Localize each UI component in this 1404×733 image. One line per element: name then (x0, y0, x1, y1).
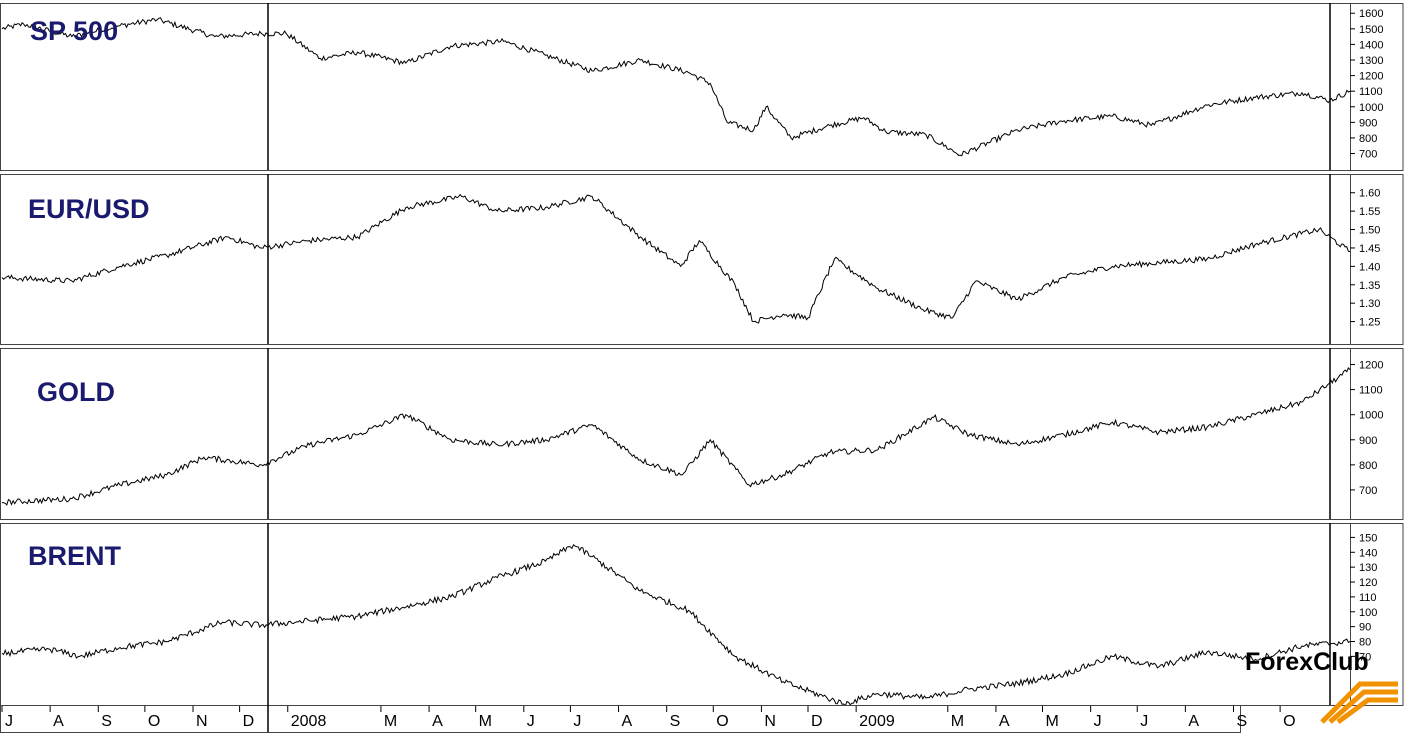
x-tick-label: M (384, 713, 397, 730)
y-tick-label: 1100 (1359, 385, 1383, 397)
x-tick-label: A (432, 713, 443, 730)
panel-title: EUR/USD (28, 194, 150, 224)
y-tick-label: 900 (1359, 435, 1377, 447)
y-tick-label: 1600 (1359, 8, 1383, 20)
y-tick-label: 700 (1359, 149, 1377, 161)
x-tick-label: J (527, 713, 535, 730)
x-tick-label: O (148, 713, 160, 730)
y-tick-label: 1500 (1359, 24, 1383, 36)
series-line (1, 366, 1351, 506)
x-tick-label: J (1140, 713, 1148, 730)
y-tick-label: 1100 (1359, 86, 1383, 98)
y-tick-label: 1.50 (1359, 225, 1380, 237)
series-line (1, 544, 1351, 707)
chart-panel: 700 800 900 1000 1100 1200 1300 1400 1500 1600 SP … (0, 3, 1404, 171)
y-tick-label: 70 (1359, 651, 1371, 663)
y-tick-label: 1000 (1359, 410, 1383, 422)
y-tick-label: 700 (1359, 485, 1377, 497)
y-tick-label: 1.40 (1359, 261, 1380, 273)
logo-stripes-icon (1320, 681, 1398, 725)
x-tick-label: M (1046, 713, 1059, 730)
logo-text: ForexClub (1245, 648, 1369, 676)
y-tick-label: 80 (1359, 637, 1371, 649)
x-tick-label: S (670, 713, 681, 730)
panel-title: GOLD (37, 377, 115, 407)
x-tick-label: J (1094, 713, 1102, 730)
y-tick-label: 1200 (1359, 71, 1383, 83)
panel-frame (0, 348, 1404, 520)
y-tick-label: 100 (1359, 607, 1377, 619)
x-tick-label: 2009 (859, 713, 895, 730)
chart-panel: 1.25 1.30 1.35 1.40 1.45 1.50 1.55 1.60 EUR/USD (0, 174, 1404, 345)
y-tick-label: 1200 (1359, 360, 1383, 372)
y-tick-label: 120 (1359, 577, 1377, 589)
x-tick-label: N (764, 713, 776, 730)
x-tick-label: O (1283, 713, 1295, 730)
y-tick-label: 150 (1359, 532, 1377, 544)
x-tick-label: A (1188, 713, 1199, 730)
x-tick-label: O (716, 713, 728, 730)
x-tick-label: M (479, 713, 492, 730)
y-tick-label: 130 (1359, 562, 1377, 574)
series-line (1, 17, 1351, 157)
y-tick-label: 110 (1359, 592, 1377, 604)
x-tick-label: A (999, 713, 1010, 730)
y-tick-label: 1.55 (1359, 206, 1380, 218)
forexclub-logo: ForexClub (1245, 648, 1398, 725)
chart-panel: 70 80 90 100 110 120 130 140 150 BRENT (0, 523, 1404, 707)
x-tick-label: D (811, 713, 823, 730)
y-tick-label: 1.25 (1359, 317, 1380, 329)
x-tick-label: M (951, 713, 964, 730)
y-tick-label: 900 (1359, 117, 1377, 129)
x-tick-label: S (1237, 713, 1248, 730)
panel-title: BRENT (28, 541, 122, 571)
x-axis-band (0, 705, 1241, 733)
y-tick-label: 1000 (1359, 102, 1383, 114)
panel-frame (0, 523, 1404, 706)
x-tick-label: J (5, 713, 13, 730)
y-tick-label: 1.30 (1359, 298, 1380, 310)
panel-frame (0, 3, 1404, 171)
x-tick-label: D (243, 713, 255, 730)
y-tick-label: 800 (1359, 133, 1377, 145)
y-tick-label: 1400 (1359, 39, 1383, 51)
x-tick-label: N (196, 713, 208, 730)
x-tick-label: 2008 (291, 713, 327, 730)
y-tick-label: 800 (1359, 460, 1377, 472)
y-tick-label: 1.45 (1359, 243, 1380, 255)
panel-frame (0, 174, 1404, 345)
y-tick-label: 1300 (1359, 55, 1383, 67)
chart-panel: 700 800 900 1000 1100 1200 GOLD (0, 348, 1404, 520)
series-line (1, 193, 1351, 324)
x-tick-label: J (573, 713, 581, 730)
y-tick-label: 140 (1359, 547, 1377, 559)
x-tick-label: S (101, 713, 112, 730)
y-tick-label: 90 (1359, 622, 1371, 634)
x-tick-label: A (622, 713, 633, 730)
panel-title: SP 500 (30, 16, 118, 46)
y-tick-label: 1.35 (1359, 280, 1380, 292)
x-tick-label: A (53, 713, 64, 730)
y-tick-label: 1.60 (1359, 188, 1380, 200)
